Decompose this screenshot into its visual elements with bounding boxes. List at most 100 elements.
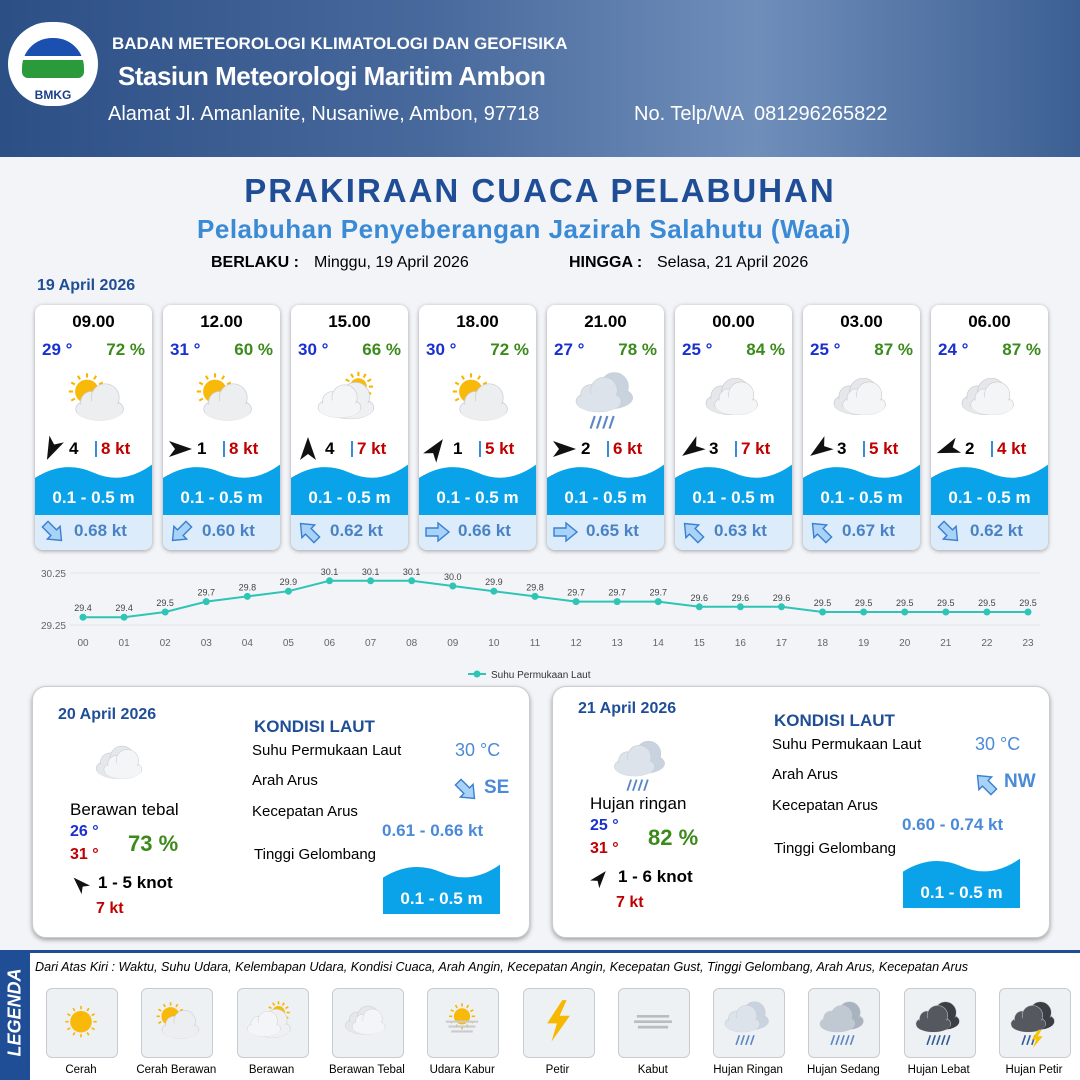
card-current: 0.67 kt — [842, 521, 895, 540]
weather-icon — [345, 1005, 386, 1035]
sea-heading: KONDISI LAUT — [254, 717, 375, 736]
separator — [95, 441, 97, 457]
sst-point — [243, 592, 251, 600]
card-gust: 7 kt — [741, 439, 771, 458]
wave-band — [163, 464, 280, 515]
x-tick-label: 10 — [488, 638, 500, 649]
weather-icon — [445, 1003, 479, 1033]
icon-part — [845, 1034, 851, 1046]
sst-point — [202, 598, 210, 606]
icon-part — [575, 376, 622, 413]
card-wind: 1 — [453, 439, 463, 458]
x-tick-label: 19 — [858, 638, 870, 649]
legend-label: Berawan — [248, 1064, 295, 1076]
icon-part — [745, 1034, 750, 1046]
legend-label: Petir — [545, 1064, 570, 1076]
icon-part — [75, 383, 124, 421]
sst-point — [326, 577, 334, 585]
icon-part — [317, 384, 362, 418]
icon-part — [247, 1022, 280, 1037]
card-wave: 0.1 - 0.5 m — [180, 488, 263, 507]
value-label: 30.1 — [403, 567, 421, 577]
sst-point — [449, 582, 457, 590]
icon-part — [267, 1006, 272, 1010]
icon-part — [179, 1008, 184, 1012]
day-date: 21 April 2026 — [578, 700, 677, 717]
icon-part — [843, 397, 885, 415]
sst-point — [79, 613, 87, 621]
sst-point — [367, 577, 375, 585]
card-gust: 5 kt — [485, 439, 515, 458]
legend-strip — [0, 950, 30, 1080]
card-rh: 72 % — [106, 340, 145, 359]
icon-part — [1031, 1029, 1043, 1049]
legend-title: LEGENDA — [4, 968, 25, 1057]
icon-part — [945, 1034, 951, 1046]
card-temp: 31 ° — [170, 340, 201, 359]
icon-part — [72, 1007, 76, 1012]
legend-label: Suhu Permukaan Laut — [491, 670, 591, 681]
sst-point — [654, 598, 662, 606]
card-time: 06.00 — [968, 312, 1011, 331]
icon-part — [161, 1010, 200, 1039]
card-current: 0.62 kt — [970, 521, 1023, 540]
icon-part — [86, 1032, 90, 1036]
card-rh: 87 % — [1002, 340, 1041, 359]
weather-icon — [317, 371, 375, 420]
current-dir: SE — [484, 777, 510, 798]
icon-part — [940, 1034, 946, 1046]
weather-icon — [961, 377, 1014, 416]
sst-point — [901, 608, 909, 616]
card-wind: 4 — [325, 439, 335, 458]
x-tick-label: 12 — [570, 638, 582, 649]
card-time: 12.00 — [200, 312, 243, 331]
card-wave: 0.1 - 0.5 m — [948, 488, 1031, 507]
icon-part — [425, 521, 451, 543]
icon-part — [840, 1034, 846, 1046]
icon-part — [1010, 1005, 1047, 1033]
sst-line — [83, 579, 1028, 619]
x-tick-label: 18 — [817, 638, 829, 649]
tmax: 31 ° — [70, 846, 99, 863]
icon-part — [445, 1020, 479, 1033]
legend-label: Hujan Ringan — [713, 1064, 783, 1076]
gust: 7 kt — [616, 894, 644, 911]
icon-part — [300, 437, 316, 460]
wind: 1 - 5 knot — [98, 873, 173, 892]
icon-part — [103, 749, 143, 779]
x-tick-label: 02 — [160, 638, 172, 649]
wind-arrow — [73, 877, 91, 895]
card-wave: 0.1 - 0.5 m — [308, 488, 391, 507]
card-wind: 4 — [69, 439, 79, 458]
current-arrow — [553, 521, 579, 543]
card-gust: 8 kt — [229, 439, 259, 458]
legend-label: Udara Kabur — [429, 1064, 495, 1076]
card-wave: 0.1 - 0.5 m — [820, 488, 903, 507]
sst-point — [983, 608, 991, 616]
icon-part — [482, 381, 488, 386]
sst-point — [942, 608, 950, 616]
current-arrow — [811, 522, 833, 544]
sst: 30 °C — [455, 740, 501, 760]
sst-point — [695, 603, 703, 611]
wind-arrow — [423, 439, 443, 463]
icon-part — [477, 375, 482, 380]
card-rh: 87 % — [874, 340, 913, 359]
current-arrow — [937, 520, 959, 542]
icon-part — [198, 397, 204, 402]
sst-point — [572, 598, 580, 606]
icon-part — [163, 1003, 167, 1008]
value-label: 29.6 — [773, 593, 791, 603]
icon-part — [725, 1017, 760, 1033]
wave-band — [903, 858, 1020, 908]
card-time: 09.00 — [72, 312, 115, 331]
x-tick-label: 09 — [447, 638, 459, 649]
value-label: 29.9 — [280, 577, 298, 587]
condition: Berawan tebal — [70, 800, 179, 819]
card-gust: 5 kt — [869, 439, 899, 458]
x-tick-label: 04 — [242, 638, 254, 649]
icon-part — [158, 1020, 162, 1025]
gust: 7 kt — [96, 900, 124, 917]
tmin: 25 ° — [590, 817, 619, 834]
rh: 73 % — [128, 831, 179, 856]
